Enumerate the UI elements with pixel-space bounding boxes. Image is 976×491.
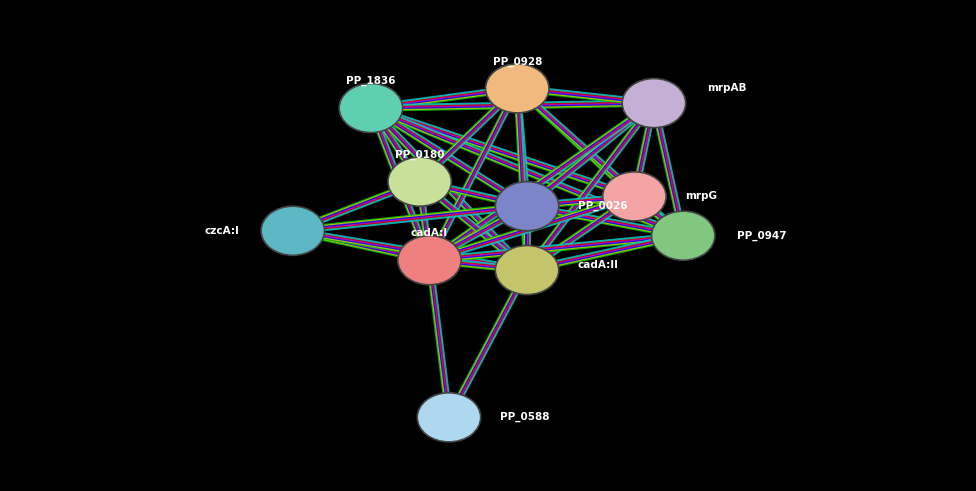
Text: PP_0928: PP_0928 bbox=[493, 56, 542, 66]
Ellipse shape bbox=[485, 64, 549, 113]
Text: PP_0026: PP_0026 bbox=[578, 201, 628, 211]
Text: PP_1836: PP_1836 bbox=[346, 76, 395, 86]
Ellipse shape bbox=[398, 236, 462, 285]
Text: PP_0180: PP_0180 bbox=[395, 150, 444, 160]
Ellipse shape bbox=[418, 393, 481, 442]
Text: cadA:I: cadA:I bbox=[411, 228, 448, 238]
Ellipse shape bbox=[261, 206, 325, 255]
Text: PP_0947: PP_0947 bbox=[737, 231, 787, 241]
Ellipse shape bbox=[602, 172, 666, 221]
Text: cadA:II: cadA:II bbox=[578, 260, 619, 270]
Ellipse shape bbox=[496, 246, 559, 295]
Ellipse shape bbox=[388, 157, 452, 206]
Text: mrpG: mrpG bbox=[685, 191, 717, 201]
Ellipse shape bbox=[340, 83, 403, 133]
Ellipse shape bbox=[496, 182, 559, 231]
Text: mrpAB: mrpAB bbox=[708, 83, 747, 93]
Ellipse shape bbox=[623, 79, 686, 128]
Text: PP_0588: PP_0588 bbox=[500, 412, 549, 422]
Text: czcA:I: czcA:I bbox=[204, 226, 239, 236]
Ellipse shape bbox=[652, 211, 714, 260]
